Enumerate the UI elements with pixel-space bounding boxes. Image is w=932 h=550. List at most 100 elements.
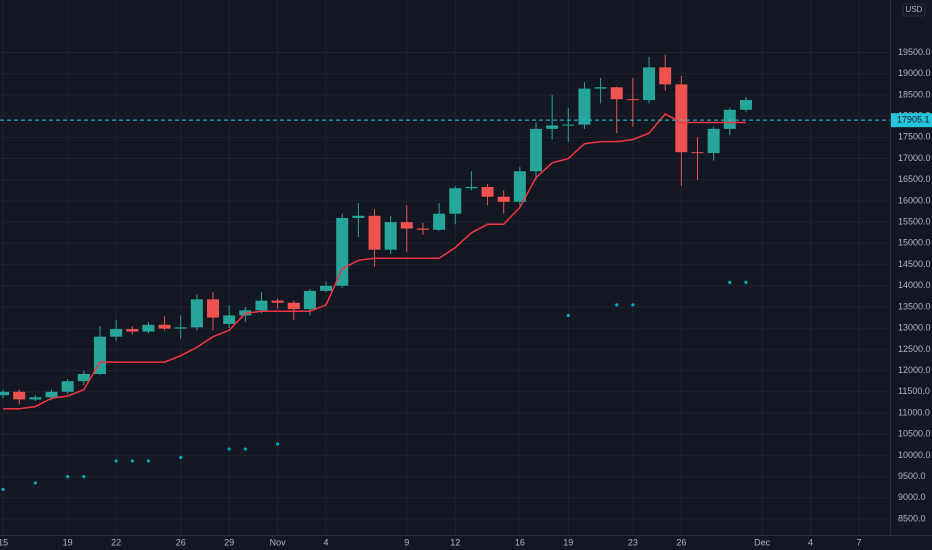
candle <box>707 126 720 161</box>
candle <box>530 122 543 180</box>
candle <box>497 190 510 214</box>
candle <box>368 209 381 267</box>
candle <box>594 77 607 104</box>
y-tick-label: 13000.0 <box>898 323 931 333</box>
candle <box>29 395 42 402</box>
candle <box>610 86 623 134</box>
x-tick-label: 15 <box>0 537 8 547</box>
candle-body <box>433 213 446 230</box>
candle-body <box>530 128 543 172</box>
candle-body <box>93 336 106 374</box>
candle-body <box>29 397 42 400</box>
y-tick-label: 10500.0 <box>898 429 931 439</box>
candle <box>336 213 349 288</box>
candle <box>190 294 203 331</box>
y-tick-label: 16000.0 <box>898 195 931 205</box>
candle-body <box>352 215 365 218</box>
candle <box>223 304 236 329</box>
candle-body <box>691 152 704 154</box>
candle <box>416 223 429 235</box>
candle-body <box>723 109 736 129</box>
last-price-label: 17905.1 <box>897 115 930 125</box>
candle <box>433 203 446 231</box>
candle-body <box>416 228 429 230</box>
y-tick-label: 12500.0 <box>898 344 931 354</box>
y-tick-label: 11500.0 <box>898 386 930 396</box>
candle <box>675 75 688 187</box>
candle-body <box>739 100 752 110</box>
y-tick-label: 17500.0 <box>898 132 931 142</box>
y-tick-label: 9000.0 <box>898 492 926 502</box>
y-tick-label: 8500.0 <box>898 513 926 523</box>
x-tick-label: 26 <box>176 537 186 547</box>
candle-body <box>190 299 203 328</box>
candle <box>174 315 187 339</box>
candle-body <box>287 302 300 310</box>
y-tick-label: 19000.0 <box>898 68 931 78</box>
candle <box>723 107 736 136</box>
candle <box>320 281 333 293</box>
candle <box>287 300 300 320</box>
candle-body <box>255 300 268 311</box>
last-price-box <box>891 113 932 128</box>
candle <box>659 54 672 91</box>
candle-body <box>707 128 720 154</box>
x-tick-label: 23 <box>628 537 638 547</box>
y-tick-label: 10000.0 <box>898 450 931 460</box>
candle-body <box>659 67 672 85</box>
x-tick-label: Nov <box>270 537 287 547</box>
y-tick-label: 15500.0 <box>898 217 931 227</box>
sar-dot <box>276 442 280 446</box>
candle-body <box>400 222 413 229</box>
candle <box>352 203 365 238</box>
candle-body <box>465 186 478 189</box>
candle-body <box>174 327 187 329</box>
candle-body <box>546 125 559 129</box>
candle-body <box>626 99 639 101</box>
candle <box>513 167 526 206</box>
candle <box>400 205 413 252</box>
y-tick-label: 14500.0 <box>898 259 931 269</box>
y-tick-label: 19500.0 <box>898 47 931 57</box>
candle <box>481 184 494 206</box>
candle-body <box>207 299 220 318</box>
candle <box>61 379 74 394</box>
candle-body <box>384 222 397 250</box>
candle <box>0 389 10 399</box>
candle-body <box>142 324 155 332</box>
candle <box>93 326 106 375</box>
y-tick-label: 15000.0 <box>898 238 931 248</box>
candle-body <box>643 67 656 101</box>
currency-label[interactable]: USD <box>906 5 923 14</box>
candle-body <box>223 315 236 324</box>
sar-dot <box>114 459 118 463</box>
ma-line <box>3 113 746 410</box>
candle <box>13 389 26 405</box>
y-tick-label: 16500.0 <box>898 174 931 184</box>
candle-body <box>481 186 494 197</box>
candle <box>110 319 123 341</box>
sar-dot <box>615 303 619 307</box>
sar-dot <box>566 313 570 318</box>
x-tick-label: 9 <box>404 537 409 547</box>
x-tick-label: 7 <box>856 537 861 547</box>
candle-body <box>449 188 462 214</box>
candle <box>449 186 462 225</box>
sar-dot <box>744 280 748 284</box>
sar-dot <box>243 447 247 451</box>
candle-body <box>594 87 607 89</box>
x-tick-label: 22 <box>111 537 121 547</box>
sar-dot <box>130 459 134 463</box>
x-tick-label: 19 <box>563 537 573 547</box>
candle-body <box>675 84 688 153</box>
candle <box>739 97 752 112</box>
sar-dot <box>1 487 5 491</box>
candle-body <box>61 381 74 392</box>
candle <box>255 292 268 314</box>
currency-box[interactable] <box>902 3 926 17</box>
y-tick-label: 11000.0 <box>898 407 930 417</box>
candle <box>126 326 139 335</box>
sar-dot <box>146 459 151 463</box>
candle <box>142 321 155 334</box>
